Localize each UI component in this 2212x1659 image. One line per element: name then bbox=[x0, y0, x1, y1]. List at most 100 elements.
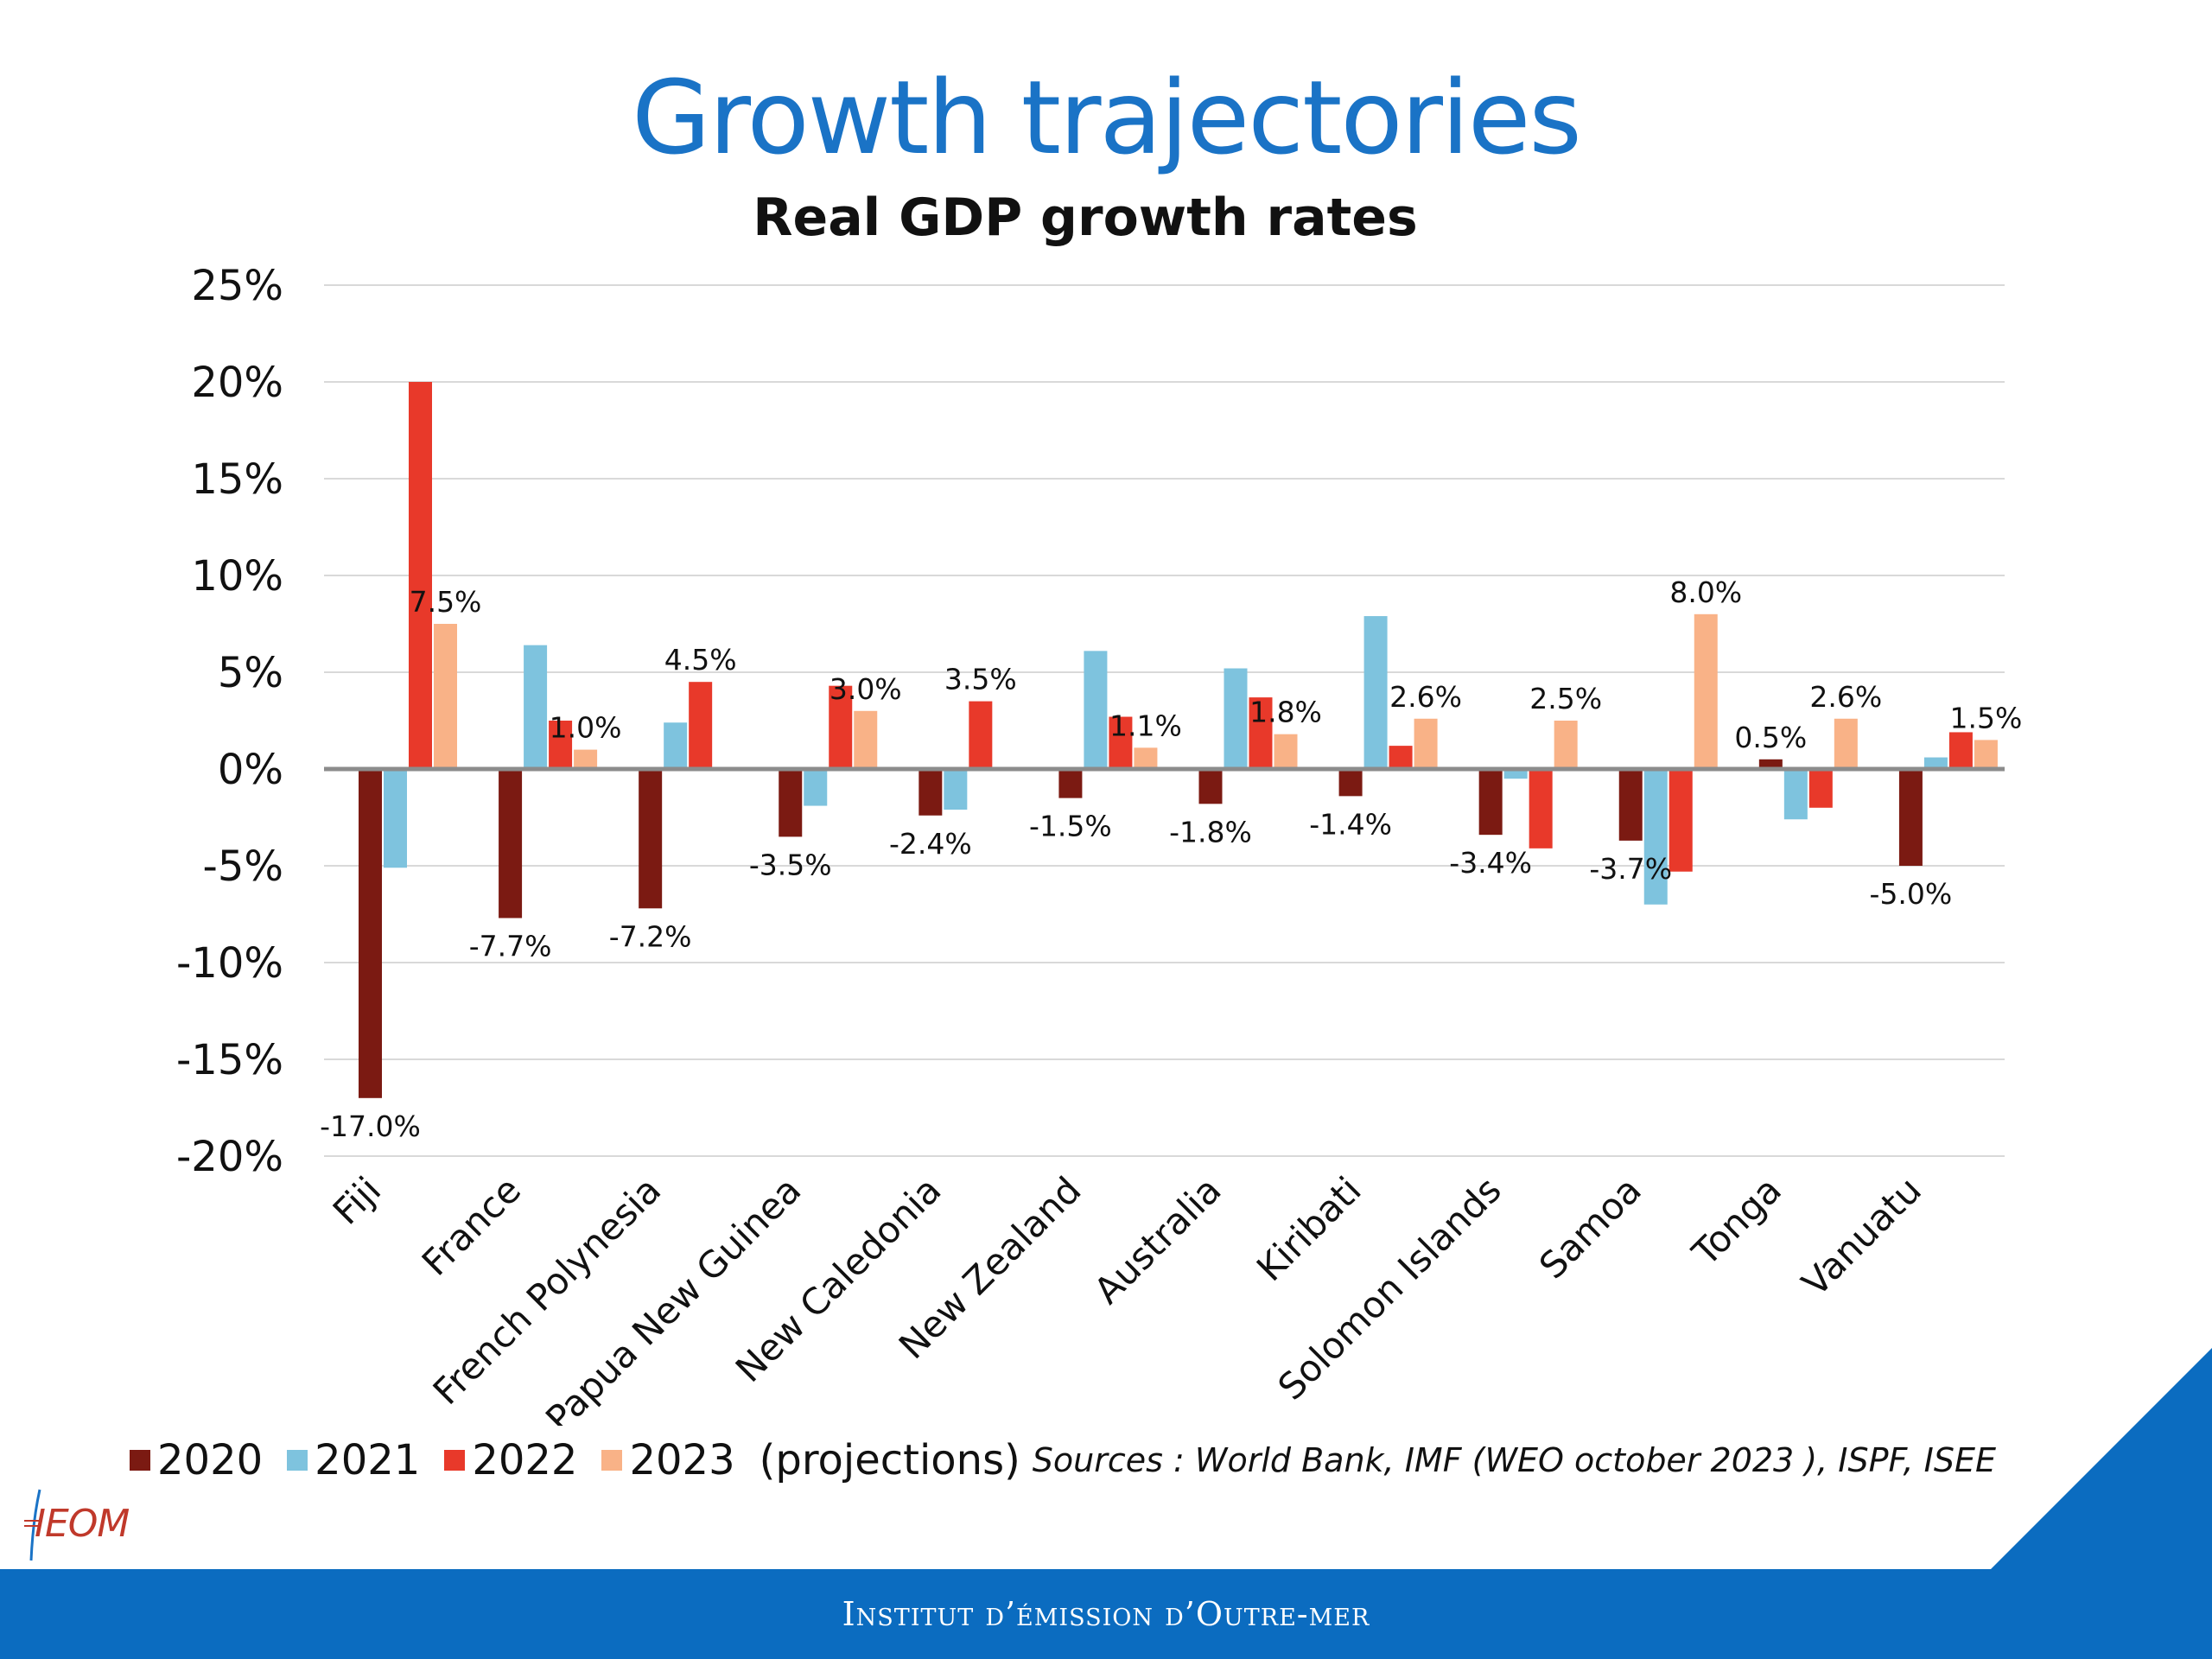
bar bbox=[1084, 651, 1108, 769]
bar bbox=[918, 769, 943, 816]
bar bbox=[1898, 769, 1923, 866]
x-tick-label: Tonga bbox=[1683, 1168, 1789, 1274]
bar bbox=[1948, 732, 1973, 769]
legend-swatch-2023 bbox=[601, 1450, 623, 1471]
bar bbox=[1834, 718, 1858, 769]
data-label: 3.0% bbox=[830, 672, 902, 706]
ieom-logo: IEOM bbox=[9, 1486, 130, 1564]
bar bbox=[1554, 721, 1578, 769]
bar bbox=[549, 721, 573, 769]
legend-swatch-2021 bbox=[287, 1450, 308, 1471]
x-tick-label: Samoa bbox=[1531, 1168, 1649, 1287]
x-tick-label: Fiji bbox=[325, 1168, 389, 1232]
bar bbox=[1274, 734, 1298, 769]
slide-title: Growth trajectories bbox=[632, 58, 1582, 177]
bar bbox=[1058, 769, 1083, 798]
legend-swatch-2022 bbox=[444, 1450, 466, 1471]
y-axis-ticks: 25% 20% 15% 10% 5% 0% -5% -10% -15% -20% bbox=[176, 262, 283, 1181]
bar bbox=[1224, 668, 1248, 769]
sources-note: Sources : World Bank, IMF (WEO october 2… bbox=[1032, 1441, 1996, 1479]
bar bbox=[1758, 759, 1783, 769]
data-label: -3.7% bbox=[1589, 852, 1672, 886]
legend-item-2023: 2023 bbox=[601, 1436, 735, 1484]
bar bbox=[1134, 747, 1158, 769]
bars bbox=[359, 382, 1998, 1098]
bar bbox=[1249, 697, 1273, 769]
bar bbox=[499, 769, 523, 918]
legend-label-2022: 2022 bbox=[472, 1436, 578, 1484]
logo-mark-icon bbox=[24, 1489, 41, 1561]
data-label: -3.5% bbox=[749, 848, 832, 881]
x-tick-label: Kiribati bbox=[1249, 1168, 1370, 1289]
legend-item-2021: 2021 bbox=[287, 1436, 420, 1484]
data-label: 0.5% bbox=[1734, 721, 1807, 754]
bar bbox=[1529, 769, 1553, 849]
bar bbox=[639, 769, 663, 909]
footer-bar: Institut d’émission d’Outre-mer bbox=[0, 1569, 2212, 1659]
legend-item-2022: 2022 bbox=[444, 1436, 577, 1484]
legend-swatch-2020 bbox=[130, 1450, 150, 1471]
data-label: 3.5% bbox=[944, 663, 1017, 696]
data-label: -17.0% bbox=[320, 1109, 421, 1143]
data-label: 8.0% bbox=[1669, 575, 1742, 609]
bar bbox=[574, 749, 598, 769]
legend-label-2020: 2020 bbox=[157, 1436, 264, 1484]
legend-suffix: (projections) bbox=[759, 1436, 1020, 1484]
data-label: 1.5% bbox=[1949, 701, 2022, 734]
data-labels: -17.0% 7.5% -7.7% 1.0% -7.2% 4.5% -3.5% 3.0% -2.… bbox=[320, 575, 2022, 1143]
bar bbox=[1694, 613, 1718, 769]
bar bbox=[1389, 746, 1413, 769]
data-label: -1.4% bbox=[1309, 807, 1392, 841]
y-tick-label: 20% bbox=[191, 359, 283, 407]
chart-legend: 2020 2021 2022 2023 (projections) bbox=[130, 1434, 1020, 1486]
bar bbox=[969, 701, 993, 769]
x-tick-label: Vanuatu bbox=[1794, 1168, 1929, 1304]
legend-item-2020: 2020 bbox=[130, 1436, 263, 1484]
data-label: 2.6% bbox=[1389, 680, 1462, 714]
data-label: -5.0% bbox=[1870, 877, 1953, 911]
y-tick-label: -5% bbox=[203, 842, 283, 891]
bar bbox=[664, 722, 688, 769]
bar bbox=[1198, 769, 1223, 804]
y-tick-label: 5% bbox=[218, 649, 283, 697]
bar bbox=[829, 685, 853, 769]
y-tick-label: -20% bbox=[176, 1133, 283, 1181]
data-label: 1.1% bbox=[1109, 709, 1182, 742]
footer-text: Institut d’émission d’Outre-mer bbox=[842, 1595, 1370, 1633]
data-label: 4.5% bbox=[664, 643, 737, 677]
x-tick-label: Papua New Guinea bbox=[537, 1168, 809, 1426]
bar bbox=[1974, 740, 1998, 769]
bar bbox=[944, 769, 968, 810]
logo-text: IEOM bbox=[35, 1502, 130, 1546]
y-tick-label: -15% bbox=[176, 1036, 283, 1084]
legend-label-2021: 2021 bbox=[315, 1436, 421, 1484]
bar bbox=[1669, 769, 1693, 872]
bar bbox=[1923, 757, 1948, 769]
data-label: -1.8% bbox=[1169, 815, 1252, 849]
y-tick-label: 15% bbox=[191, 455, 283, 504]
bar bbox=[409, 382, 432, 769]
x-tick-label: France bbox=[414, 1168, 529, 1283]
bar bbox=[689, 682, 713, 769]
bar bbox=[1503, 769, 1528, 779]
bar bbox=[779, 769, 803, 837]
bar bbox=[1618, 769, 1643, 841]
y-tick-label: 25% bbox=[191, 262, 283, 310]
data-label: -2.4% bbox=[889, 827, 972, 861]
bar bbox=[804, 769, 828, 806]
data-label: -7.7% bbox=[469, 929, 552, 963]
data-label: -1.5% bbox=[1029, 810, 1112, 843]
y-tick-label: 0% bbox=[218, 746, 283, 794]
corner-decoration bbox=[1987, 1348, 2212, 1573]
bar bbox=[854, 710, 878, 769]
legend-label-2023: 2023 bbox=[629, 1436, 735, 1484]
bar bbox=[1338, 769, 1363, 797]
bar bbox=[1478, 769, 1503, 836]
bar bbox=[1808, 769, 1833, 808]
x-tick-label: Australia bbox=[1086, 1168, 1230, 1312]
data-label: 2.6% bbox=[1809, 680, 1882, 714]
bar bbox=[1109, 716, 1133, 769]
bar bbox=[1363, 616, 1388, 769]
bar bbox=[359, 769, 382, 1098]
y-tick-label: 10% bbox=[191, 552, 283, 601]
